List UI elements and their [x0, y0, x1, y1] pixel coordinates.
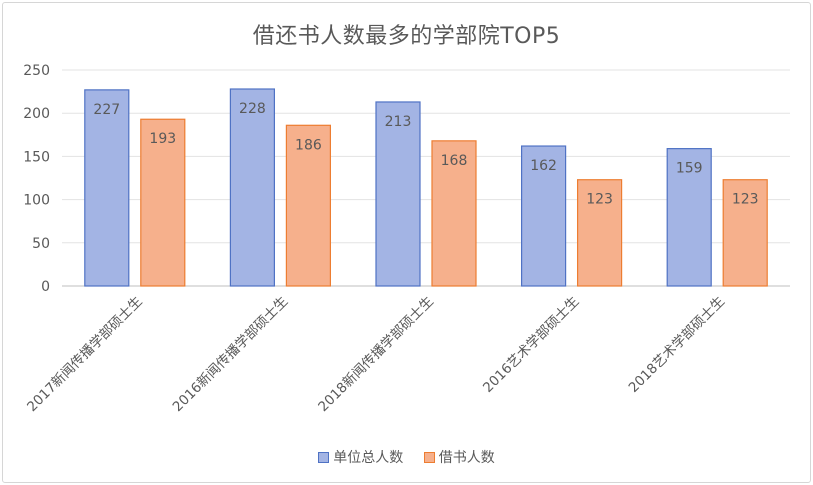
y-tick-label: 100 — [23, 193, 50, 209]
legend-swatch-total — [318, 451, 330, 463]
data-label: 193 — [149, 131, 176, 147]
y-tick-label: 250 — [23, 63, 50, 79]
bar — [576, 179, 623, 287]
bar — [84, 89, 130, 287]
bar — [285, 124, 331, 287]
x-tick-label: 2018新闻传播学部硕士生 — [315, 294, 437, 416]
data-label: 168 — [441, 153, 468, 169]
y-tick-label: 150 — [23, 149, 50, 165]
legend-label-total: 单位总人数 — [333, 450, 404, 466]
bar — [140, 118, 186, 287]
x-tick-label: 2018艺术学部硕士生 — [626, 294, 728, 396]
data-label: 213 — [385, 114, 412, 130]
data-label: 123 — [732, 192, 759, 208]
x-tick-label: 2017新闻传播学部硕士生 — [24, 294, 146, 416]
data-label: 228 — [239, 101, 266, 117]
bar — [520, 145, 567, 287]
y-tick-label: 0 — [41, 279, 50, 295]
bar — [229, 88, 275, 287]
data-label: 159 — [676, 161, 703, 177]
legend-item-borrowers: 借书人数 — [423, 447, 495, 467]
bar — [375, 101, 421, 287]
legend-item-total: 单位总人数 — [318, 447, 403, 467]
legend: 单位总人数 借书人数 — [0, 447, 813, 467]
bar — [666, 148, 712, 287]
legend-swatch-borrowers — [423, 451, 435, 463]
data-label: 162 — [530, 158, 557, 174]
legend-label-borrowers: 借书人数 — [438, 450, 495, 466]
data-label: 227 — [93, 102, 120, 118]
bar — [431, 140, 477, 287]
y-tick-label: 50 — [32, 236, 50, 252]
data-label: 186 — [295, 137, 322, 153]
chart-title: 借还书人数最多的学部院TOP5 — [252, 24, 561, 49]
data-label: 123 — [586, 192, 613, 208]
x-tick-label: 2016新闻传播学部硕士生 — [170, 294, 292, 416]
x-tick-label: 2016艺术学部硕士生 — [480, 294, 582, 396]
y-tick-label: 200 — [23, 106, 50, 122]
bar — [722, 179, 768, 287]
